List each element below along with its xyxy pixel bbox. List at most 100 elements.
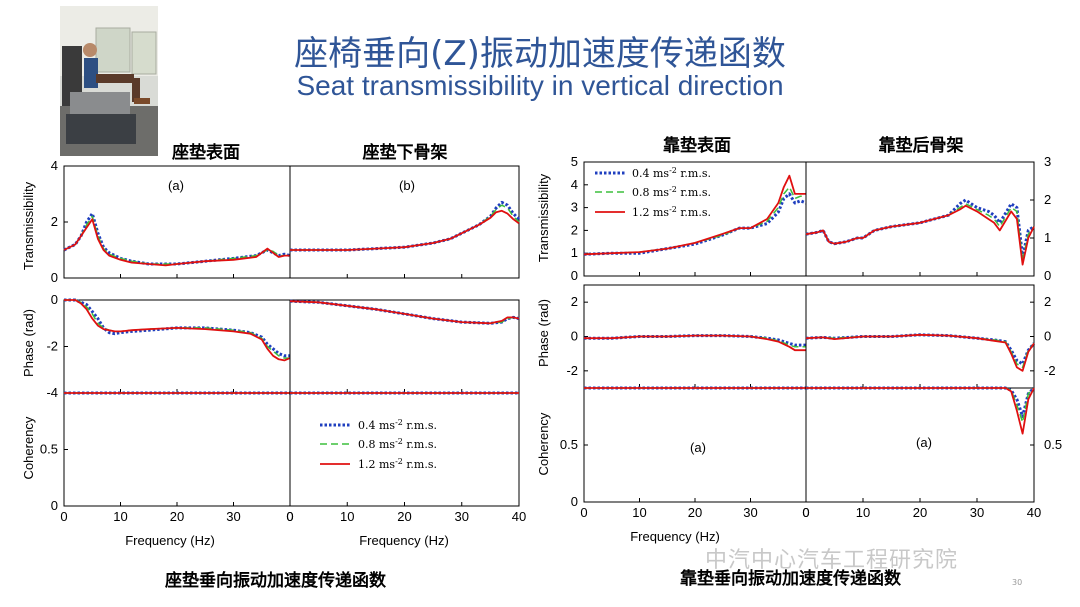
frame-seat-surface-phase bbox=[63, 299, 291, 394]
legend-entry-0.8-right: 0.8 ms-2 r.m.s. bbox=[632, 185, 711, 199]
frame-backrest-frame-transmissibility bbox=[805, 161, 1035, 277]
ylabel-coherency-right: Coherency bbox=[536, 412, 551, 475]
legend-entry-0.4-left: 0.4 ms-2 r.m.s. bbox=[358, 418, 437, 432]
ytick-backrest-surface-transmissibility-5: 5 bbox=[571, 154, 578, 169]
series-seat-frame-transmissibility-0 bbox=[290, 200, 521, 252]
ytick-seat-surface-transmissibility-1: 2 bbox=[51, 214, 58, 229]
series-seat-surface-transmissibility-2 bbox=[63, 218, 290, 267]
panel-title-seat-surface: 座垫表面 bbox=[172, 142, 240, 163]
series-backrest-frame-coherency-0 bbox=[806, 386, 1036, 418]
xlabel-seat-surface: Frequency (Hz) bbox=[125, 533, 215, 548]
frame-seat-surface-coherency bbox=[63, 392, 291, 507]
legend-entry-0.8-left: 0.8 ms-2 r.m.s. bbox=[358, 437, 437, 451]
xtick-seat-frame-2: 20 bbox=[397, 509, 411, 524]
series-backrest-frame-transmissibility-0 bbox=[805, 198, 1035, 259]
ytick-backrest-surface-phase-1: 0 bbox=[571, 329, 578, 344]
xtick-backrest-surface-1: 10 bbox=[632, 505, 646, 520]
xtick-seat-surface-3: 30 bbox=[226, 509, 240, 524]
series-backrest-frame-transmissibility-1 bbox=[805, 203, 1035, 262]
series-backrest-surface-transmissibility-2 bbox=[583, 174, 806, 256]
ytick-backrest-frame-transmissibility-0: 3 bbox=[1044, 154, 1051, 169]
ytick-seat-surface-coherency-1: 0.5 bbox=[40, 442, 58, 457]
series-backrest-surface-phase-2 bbox=[584, 334, 806, 352]
ytick-backrest-surface-coherency-1: 0.5 bbox=[560, 437, 578, 452]
xtick-backrest-frame-3: 30 bbox=[970, 505, 984, 520]
ytick-backrest-frame-coherency-0: 0.5 bbox=[1044, 437, 1062, 452]
xtick-seat-frame-0: 0 bbox=[286, 509, 293, 524]
series-backrest-frame-phase-2 bbox=[805, 333, 1035, 372]
annotation-a-seat: (a) bbox=[168, 178, 184, 193]
series-backrest-frame-coherency-2 bbox=[806, 387, 1035, 435]
xtick-seat-frame-1: 10 bbox=[340, 509, 354, 524]
xlabel-backrest-surface: Frequency (Hz) bbox=[630, 529, 720, 544]
series-backrest-surface-transmissibility-0 bbox=[583, 192, 807, 256]
ytick-backrest-surface-coherency-0: 0 bbox=[571, 494, 578, 509]
xtick-seat-surface-1: 10 bbox=[113, 509, 127, 524]
panel-title-backrest-surface: 靠垫表面 bbox=[663, 135, 731, 156]
legend-entry-1.2-left: 1.2 ms-2 r.m.s. bbox=[358, 457, 437, 471]
series-seat-frame-phase-0 bbox=[289, 299, 520, 325]
xlabel-seat-frame: Frequency (Hz) bbox=[359, 533, 449, 548]
annotation-b-seat: (b) bbox=[399, 178, 415, 193]
ytick-backrest-frame-transmissibility-3: 0 bbox=[1044, 268, 1051, 283]
xtick-backrest-frame-4: 40 bbox=[1027, 505, 1041, 520]
xtick-seat-frame-3: 30 bbox=[455, 509, 469, 524]
title-chinese: 座椅垂向(Z)振动加速度传递函数 bbox=[294, 34, 786, 74]
xtick-backrest-frame-2: 20 bbox=[913, 505, 927, 520]
ytick-backrest-surface-transmissibility-1: 1 bbox=[571, 245, 578, 260]
ytick-backrest-surface-phase-0: 2 bbox=[571, 294, 578, 309]
title-english: Seat transmissibility in vertical direct… bbox=[296, 70, 784, 101]
xtick-seat-surface-0: 0 bbox=[60, 509, 67, 524]
ytick-backrest-surface-phase-2: -2 bbox=[566, 363, 578, 378]
xtick-backrest-surface-4: 0 bbox=[802, 505, 809, 520]
ytick-seat-surface-transmissibility-2: 4 bbox=[51, 158, 58, 173]
xtick-seat-surface-4: 0 bbox=[286, 509, 293, 524]
page-number: 30 bbox=[1012, 578, 1023, 587]
series-seat-frame-transmissibility-1 bbox=[290, 204, 520, 251]
series-seat-surface-phase-0 bbox=[64, 298, 290, 358]
xtick-backrest-frame-1: 10 bbox=[856, 505, 870, 520]
series-backrest-frame-coherency-1 bbox=[806, 387, 1035, 423]
ylabel-transmissibility-left: Transmissibility bbox=[21, 181, 36, 270]
series-backrest-frame-transmissibility-2 bbox=[805, 204, 1035, 266]
watermark: 中汽中心汽车工程研究院 bbox=[705, 548, 959, 573]
xtick-backrest-surface-2: 20 bbox=[688, 505, 702, 520]
series-seat-surface-phase-2 bbox=[64, 299, 291, 362]
caption-backrest: 靠垫垂向振动加速度传递函数 bbox=[680, 569, 901, 589]
legend-right: 0.4 ms-2 r.m.s. 0.8 ms-2 r.m.s. 1.2 ms-2… bbox=[595, 166, 711, 219]
panel-title-backrest-frame: 靠垫后骨架 bbox=[879, 135, 964, 156]
ylabel-transmissibility-right: Transmissibility bbox=[536, 173, 551, 262]
panel-title-seat-frame: 座垫下骨架 bbox=[363, 142, 448, 163]
ytick-backrest-surface-transmissibility-0: 0 bbox=[571, 268, 578, 283]
frame-backrest-frame-phase bbox=[805, 284, 1035, 389]
caption-seat: 座垫垂向振动加速度传递函数 bbox=[165, 571, 386, 591]
ytick-backrest-surface-transmissibility-4: 4 bbox=[571, 177, 578, 192]
ytick-backrest-frame-phase-0: 2 bbox=[1044, 294, 1051, 309]
ytick-backrest-surface-transmissibility-3: 3 bbox=[571, 200, 578, 215]
ytick-seat-surface-phase-2: -4 bbox=[46, 385, 58, 400]
ytick-backrest-frame-transmissibility-2: 1 bbox=[1044, 230, 1051, 245]
ylabel-phase-right: Phase (rad) bbox=[536, 299, 551, 367]
xtick-backrest-surface-3: 30 bbox=[743, 505, 757, 520]
annotation-a-backrest: (a) bbox=[690, 440, 706, 455]
series-seat-frame-phase-1 bbox=[289, 300, 520, 325]
xtick-backrest-frame-0: 0 bbox=[802, 505, 809, 520]
ytick-seat-surface-transmissibility-0: 0 bbox=[51, 270, 58, 285]
test-subject-photo bbox=[60, 6, 158, 156]
ytick-backrest-surface-transmissibility-2: 2 bbox=[571, 222, 578, 237]
xtick-seat-surface-2: 20 bbox=[170, 509, 184, 524]
legend-entry-1.2-right: 1.2 ms-2 r.m.s. bbox=[632, 205, 711, 219]
ytick-backrest-frame-transmissibility-1: 2 bbox=[1044, 192, 1051, 207]
legend-left: 0.4 ms-2 r.m.s. 0.8 ms-2 r.m.s. 1.2 ms-2… bbox=[320, 418, 437, 471]
series-seat-frame-transmissibility-2 bbox=[290, 209, 520, 251]
ytick-seat-surface-phase-0: 0 bbox=[51, 292, 58, 307]
ytick-backrest-frame-phase-2: -2 bbox=[1044, 363, 1056, 378]
ylabel-phase-left: Phase (rad) bbox=[21, 309, 36, 377]
legend-entry-0.4-right: 0.4 ms-2 r.m.s. bbox=[632, 166, 711, 180]
series-seat-surface-transmissibility-1 bbox=[63, 215, 290, 265]
annotation-b-backrest: (a) bbox=[916, 435, 932, 450]
ytick-seat-surface-phase-1: -2 bbox=[46, 339, 58, 354]
ytick-backrest-frame-phase-1: 0 bbox=[1044, 329, 1051, 344]
